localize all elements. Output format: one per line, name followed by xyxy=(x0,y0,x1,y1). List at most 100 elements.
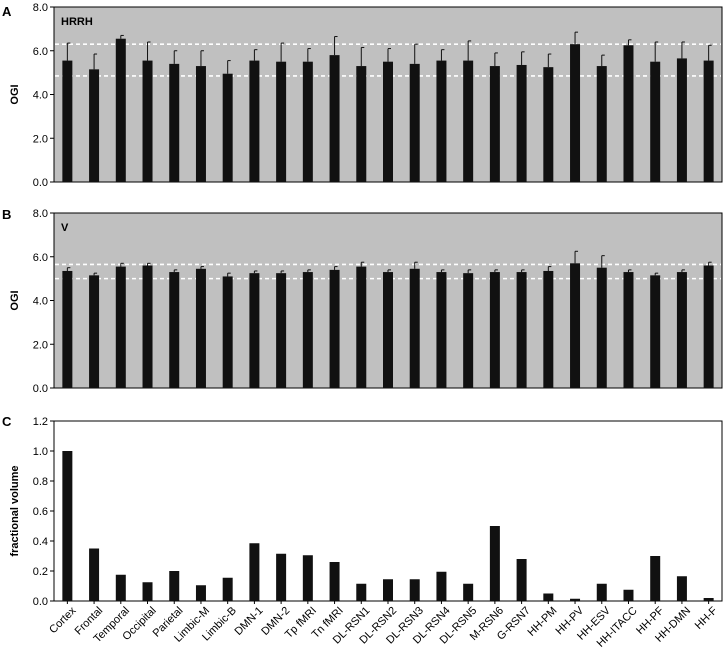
bar-g-rsn7 xyxy=(516,64,527,182)
y-tick-label: 0.0 xyxy=(33,177,48,189)
bar-limbic-b xyxy=(222,577,233,601)
bar-hh-dmn xyxy=(676,58,687,182)
panel-label: A xyxy=(2,4,12,19)
bar-dl-rsn5 xyxy=(463,583,474,601)
bar-dl-rsn3 xyxy=(409,268,420,388)
y-axis-label: OGI xyxy=(9,84,21,104)
bar-hh-pf xyxy=(650,61,661,182)
bar-dmn-1 xyxy=(249,60,260,182)
bar-temporal xyxy=(115,266,126,388)
bar-hh-itacc xyxy=(623,272,634,388)
bar-dmn-1 xyxy=(249,543,260,601)
bar-dl-rsn3 xyxy=(409,579,420,601)
bar-hh-esv xyxy=(596,267,607,388)
panel-label: B xyxy=(2,207,11,222)
bar-occipital xyxy=(142,265,153,388)
y-tick-label: 6.0 xyxy=(33,46,48,58)
y-tick-label: 2.0 xyxy=(33,133,48,145)
bar-dl-rsn3 xyxy=(409,63,420,182)
bar-hh-dmn xyxy=(676,576,687,601)
bar-hh-f xyxy=(703,265,714,388)
bar-tn-fmri xyxy=(329,562,340,601)
bar-parietal xyxy=(169,571,180,601)
bar-dmn-1 xyxy=(249,273,260,388)
bar-hh-f xyxy=(703,60,714,182)
bar-hh-pm xyxy=(543,67,554,182)
bar-frontal xyxy=(89,69,100,182)
x-tick-label: DMN-1 xyxy=(232,605,265,638)
bar-dl-rsn1 xyxy=(356,583,367,601)
y-tick-label: 0.2 xyxy=(33,566,48,578)
y-tick-label: 0.0 xyxy=(33,383,48,395)
bar-tn-fmri xyxy=(329,55,340,182)
bar-dl-rsn4 xyxy=(436,272,447,388)
bar-dl-rsn4 xyxy=(436,571,447,601)
x-tick-label: HH-PM xyxy=(526,605,560,639)
bar-hh-pm xyxy=(543,593,554,601)
bar-dl-rsn1 xyxy=(356,66,367,182)
bar-frontal xyxy=(89,548,100,601)
bar-limbic-m xyxy=(195,66,206,182)
y-tick-label: 4.0 xyxy=(33,296,48,308)
bar-limbic-b xyxy=(222,276,233,388)
bar-hh-pm xyxy=(543,270,554,388)
bar-parietal xyxy=(169,63,180,182)
y-tick-label: 6.0 xyxy=(33,252,48,264)
bar-hh-itacc xyxy=(623,45,634,182)
panel-label: C xyxy=(2,414,12,429)
panel-title: V xyxy=(61,222,69,234)
bar-dl-rsn2 xyxy=(383,61,393,182)
bar-g-rsn7 xyxy=(516,272,527,388)
y-tick-label: 8.0 xyxy=(33,208,48,220)
y-tick-label: 1.0 xyxy=(33,446,48,458)
bar-hh-itacc xyxy=(623,589,634,601)
y-tick-label: 0.6 xyxy=(33,506,48,518)
bar-m-rsn6 xyxy=(489,66,500,182)
y-axis-label: fractional volume xyxy=(9,465,21,556)
bar-hh-pv xyxy=(570,598,581,601)
bar-dl-rsn4 xyxy=(436,60,447,182)
bar-frontal xyxy=(89,275,100,388)
bar-parietal xyxy=(169,272,180,388)
bar-temporal xyxy=(115,38,126,182)
y-tick-label: 0.0 xyxy=(33,596,48,608)
y-tick-label: 0.4 xyxy=(33,536,48,548)
bar-occipital xyxy=(142,60,153,182)
x-tick-label: HH-F xyxy=(693,605,720,632)
y-axis-label: OGI xyxy=(9,290,21,310)
bar-m-rsn6 xyxy=(489,272,500,388)
bar-occipital xyxy=(142,582,153,601)
plot-area xyxy=(53,420,723,602)
bar-dl-rsn2 xyxy=(383,579,393,601)
bar-m-rsn6 xyxy=(489,526,500,601)
bar-dmn-2 xyxy=(276,273,287,388)
panel-a: 0.0 2.0 4.0 6.0 8.0 OGI A HRRH xyxy=(2,2,723,189)
bar-tp-fmri xyxy=(302,272,313,388)
bar-limbic-m xyxy=(195,268,206,388)
bar-hh-pf xyxy=(650,556,661,601)
bar-hh-esv xyxy=(596,583,607,601)
bar-limbic-m xyxy=(195,585,206,601)
y-tick-label: 2.0 xyxy=(33,339,48,351)
bar-cortex xyxy=(62,451,73,601)
bar-tp-fmri xyxy=(302,555,313,601)
panel-b: 0.0 2.0 4.0 6.0 8.0 OGI B V xyxy=(2,207,723,395)
bar-hh-dmn xyxy=(676,272,687,388)
bar-cortex xyxy=(62,270,73,388)
bar-tn-fmri xyxy=(329,269,340,388)
bar-temporal xyxy=(115,574,126,601)
y-tick-label: 1.2 xyxy=(33,416,48,428)
y-tick-label: 8.0 xyxy=(33,2,48,14)
bar-dl-rsn5 xyxy=(463,273,474,388)
bar-cortex xyxy=(62,60,73,182)
bar-dmn-2 xyxy=(276,553,287,601)
bar-dmn-2 xyxy=(276,61,287,182)
bar-hh-esv xyxy=(596,66,607,182)
bar-g-rsn7 xyxy=(516,559,527,601)
bar-dl-rsn2 xyxy=(383,272,393,388)
bar-dl-rsn5 xyxy=(463,60,474,182)
bar-hh-f xyxy=(703,598,714,601)
y-tick-label: 4.0 xyxy=(33,90,48,102)
